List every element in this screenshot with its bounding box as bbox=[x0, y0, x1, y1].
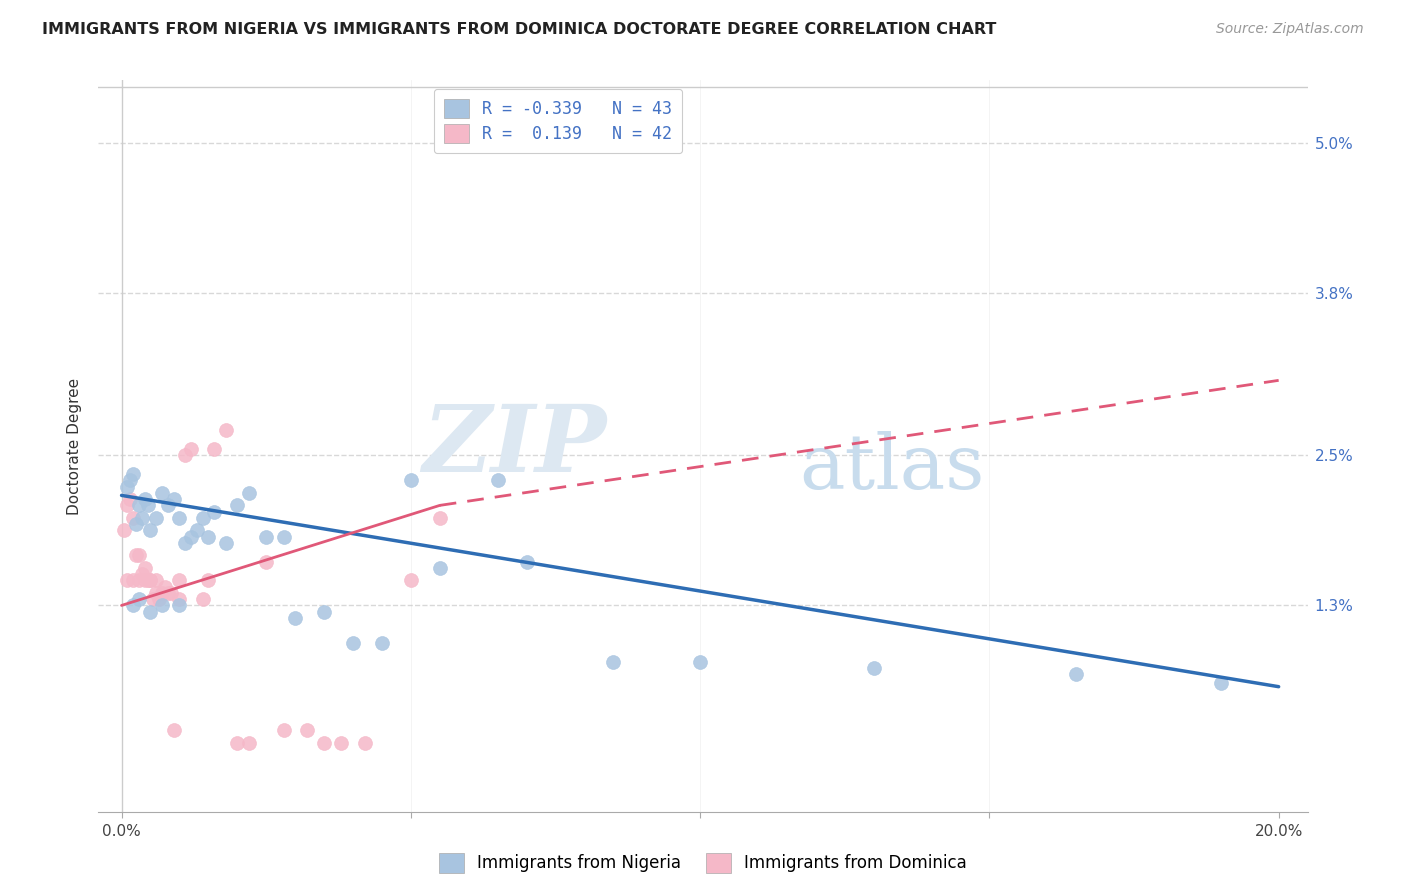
Point bbox=[139, 524, 162, 538]
Point bbox=[142, 592, 165, 607]
Point bbox=[284, 611, 307, 625]
Point bbox=[197, 574, 219, 588]
Point bbox=[122, 467, 145, 482]
Point bbox=[353, 736, 375, 750]
Point bbox=[399, 574, 422, 588]
Point bbox=[197, 530, 219, 544]
Point bbox=[131, 567, 153, 582]
Y-axis label: Doctorate Degree: Doctorate Degree bbox=[67, 377, 83, 515]
Point bbox=[515, 555, 537, 569]
Point bbox=[128, 549, 150, 563]
Point bbox=[128, 499, 150, 513]
Point bbox=[215, 423, 238, 437]
Point bbox=[169, 599, 191, 613]
Point bbox=[295, 723, 318, 738]
Point bbox=[150, 599, 173, 613]
Point bbox=[136, 574, 159, 588]
Point bbox=[169, 511, 191, 525]
Point bbox=[150, 586, 173, 600]
Point bbox=[180, 530, 202, 544]
Point bbox=[117, 499, 139, 513]
Point bbox=[330, 736, 353, 750]
Legend: Immigrants from Nigeria, Immigrants from Dominica: Immigrants from Nigeria, Immigrants from… bbox=[432, 847, 974, 880]
Point bbox=[371, 636, 394, 650]
Point bbox=[1064, 667, 1087, 681]
Point bbox=[125, 517, 148, 532]
Point bbox=[134, 492, 156, 507]
Point bbox=[162, 492, 184, 507]
Point bbox=[226, 499, 249, 513]
Point bbox=[134, 574, 156, 588]
Point bbox=[128, 574, 150, 588]
Point bbox=[117, 480, 139, 494]
Point bbox=[312, 736, 335, 750]
Point bbox=[174, 449, 197, 463]
Point bbox=[273, 723, 295, 738]
Point bbox=[156, 499, 179, 513]
Point bbox=[156, 586, 179, 600]
Point bbox=[399, 474, 422, 488]
Point bbox=[238, 736, 260, 750]
Point bbox=[125, 549, 148, 563]
Point bbox=[162, 723, 184, 738]
Point bbox=[139, 574, 162, 588]
Point bbox=[153, 580, 176, 594]
Point bbox=[202, 442, 225, 457]
Point bbox=[429, 561, 451, 575]
Point bbox=[134, 561, 156, 575]
Point bbox=[139, 605, 162, 619]
Point bbox=[128, 592, 150, 607]
Point bbox=[486, 474, 509, 488]
Point bbox=[174, 536, 197, 550]
Point bbox=[148, 592, 170, 607]
Point bbox=[159, 586, 181, 600]
Legend: R = -0.339   N = 43, R =  0.139   N = 42: R = -0.339 N = 43, R = 0.139 N = 42 bbox=[433, 88, 682, 153]
Point bbox=[342, 636, 364, 650]
Point bbox=[122, 599, 145, 613]
Point bbox=[122, 574, 145, 588]
Point bbox=[1209, 676, 1232, 690]
Point bbox=[238, 486, 260, 500]
Point bbox=[120, 492, 142, 507]
Point bbox=[202, 505, 225, 519]
Point bbox=[689, 655, 711, 669]
Point bbox=[150, 486, 173, 500]
Point bbox=[145, 586, 167, 600]
Point bbox=[254, 555, 277, 569]
Point bbox=[145, 574, 167, 588]
Point bbox=[117, 574, 139, 588]
Point bbox=[122, 511, 145, 525]
Point bbox=[131, 511, 153, 525]
Point bbox=[139, 574, 162, 588]
Point bbox=[602, 655, 624, 669]
Point bbox=[191, 592, 214, 607]
Text: atlas: atlas bbox=[800, 431, 986, 505]
Point bbox=[180, 442, 202, 457]
Point bbox=[114, 524, 136, 538]
Point bbox=[312, 605, 335, 619]
Point bbox=[169, 574, 191, 588]
Point bbox=[226, 736, 249, 750]
Point bbox=[254, 530, 277, 544]
Point bbox=[215, 536, 238, 550]
Text: Source: ZipAtlas.com: Source: ZipAtlas.com bbox=[1216, 22, 1364, 37]
Point bbox=[429, 511, 451, 525]
Point bbox=[862, 661, 884, 675]
Point bbox=[169, 592, 191, 607]
Point bbox=[191, 511, 214, 525]
Point bbox=[145, 511, 167, 525]
Point bbox=[120, 474, 142, 488]
Point bbox=[186, 524, 208, 538]
Point bbox=[136, 499, 159, 513]
Point bbox=[273, 530, 295, 544]
Text: IMMIGRANTS FROM NIGERIA VS IMMIGRANTS FROM DOMINICA DOCTORATE DEGREE CORRELATION: IMMIGRANTS FROM NIGERIA VS IMMIGRANTS FR… bbox=[42, 22, 997, 37]
Text: ZIP: ZIP bbox=[422, 401, 606, 491]
